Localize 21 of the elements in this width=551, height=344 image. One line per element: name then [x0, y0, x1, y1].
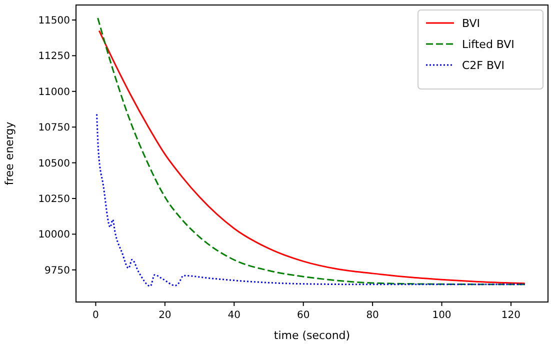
- x-tick-label: 80: [366, 310, 379, 321]
- x-tick-label: 40: [228, 310, 241, 321]
- y-tick-label: 10250: [38, 194, 70, 205]
- x-axis-title: time (second): [274, 329, 350, 342]
- y-tick-label: 11250: [38, 51, 70, 62]
- x-tick-label: 120: [501, 310, 521, 321]
- x-tick-label: 0: [92, 310, 99, 321]
- y-tick-label: 11000: [38, 86, 70, 98]
- x-tick-label: 60: [296, 310, 310, 321]
- legend-label: C2F BVI: [462, 59, 504, 72]
- y-tick-label: 10500: [38, 158, 70, 170]
- legend-label: Lifted BVI: [462, 38, 514, 51]
- y-tick-label: 10750: [38, 122, 70, 134]
- line-series: [96, 113, 526, 287]
- x-tick-label: 100: [432, 310, 452, 321]
- y-tick-label: 11500: [38, 15, 70, 26]
- x-tick-label: 20: [158, 310, 172, 321]
- legend-label: BVI: [462, 17, 480, 30]
- y-axis-title: free energy: [3, 121, 16, 186]
- y-tick-label: 9750: [44, 265, 70, 276]
- y-tick-label: 10000: [38, 230, 70, 241]
